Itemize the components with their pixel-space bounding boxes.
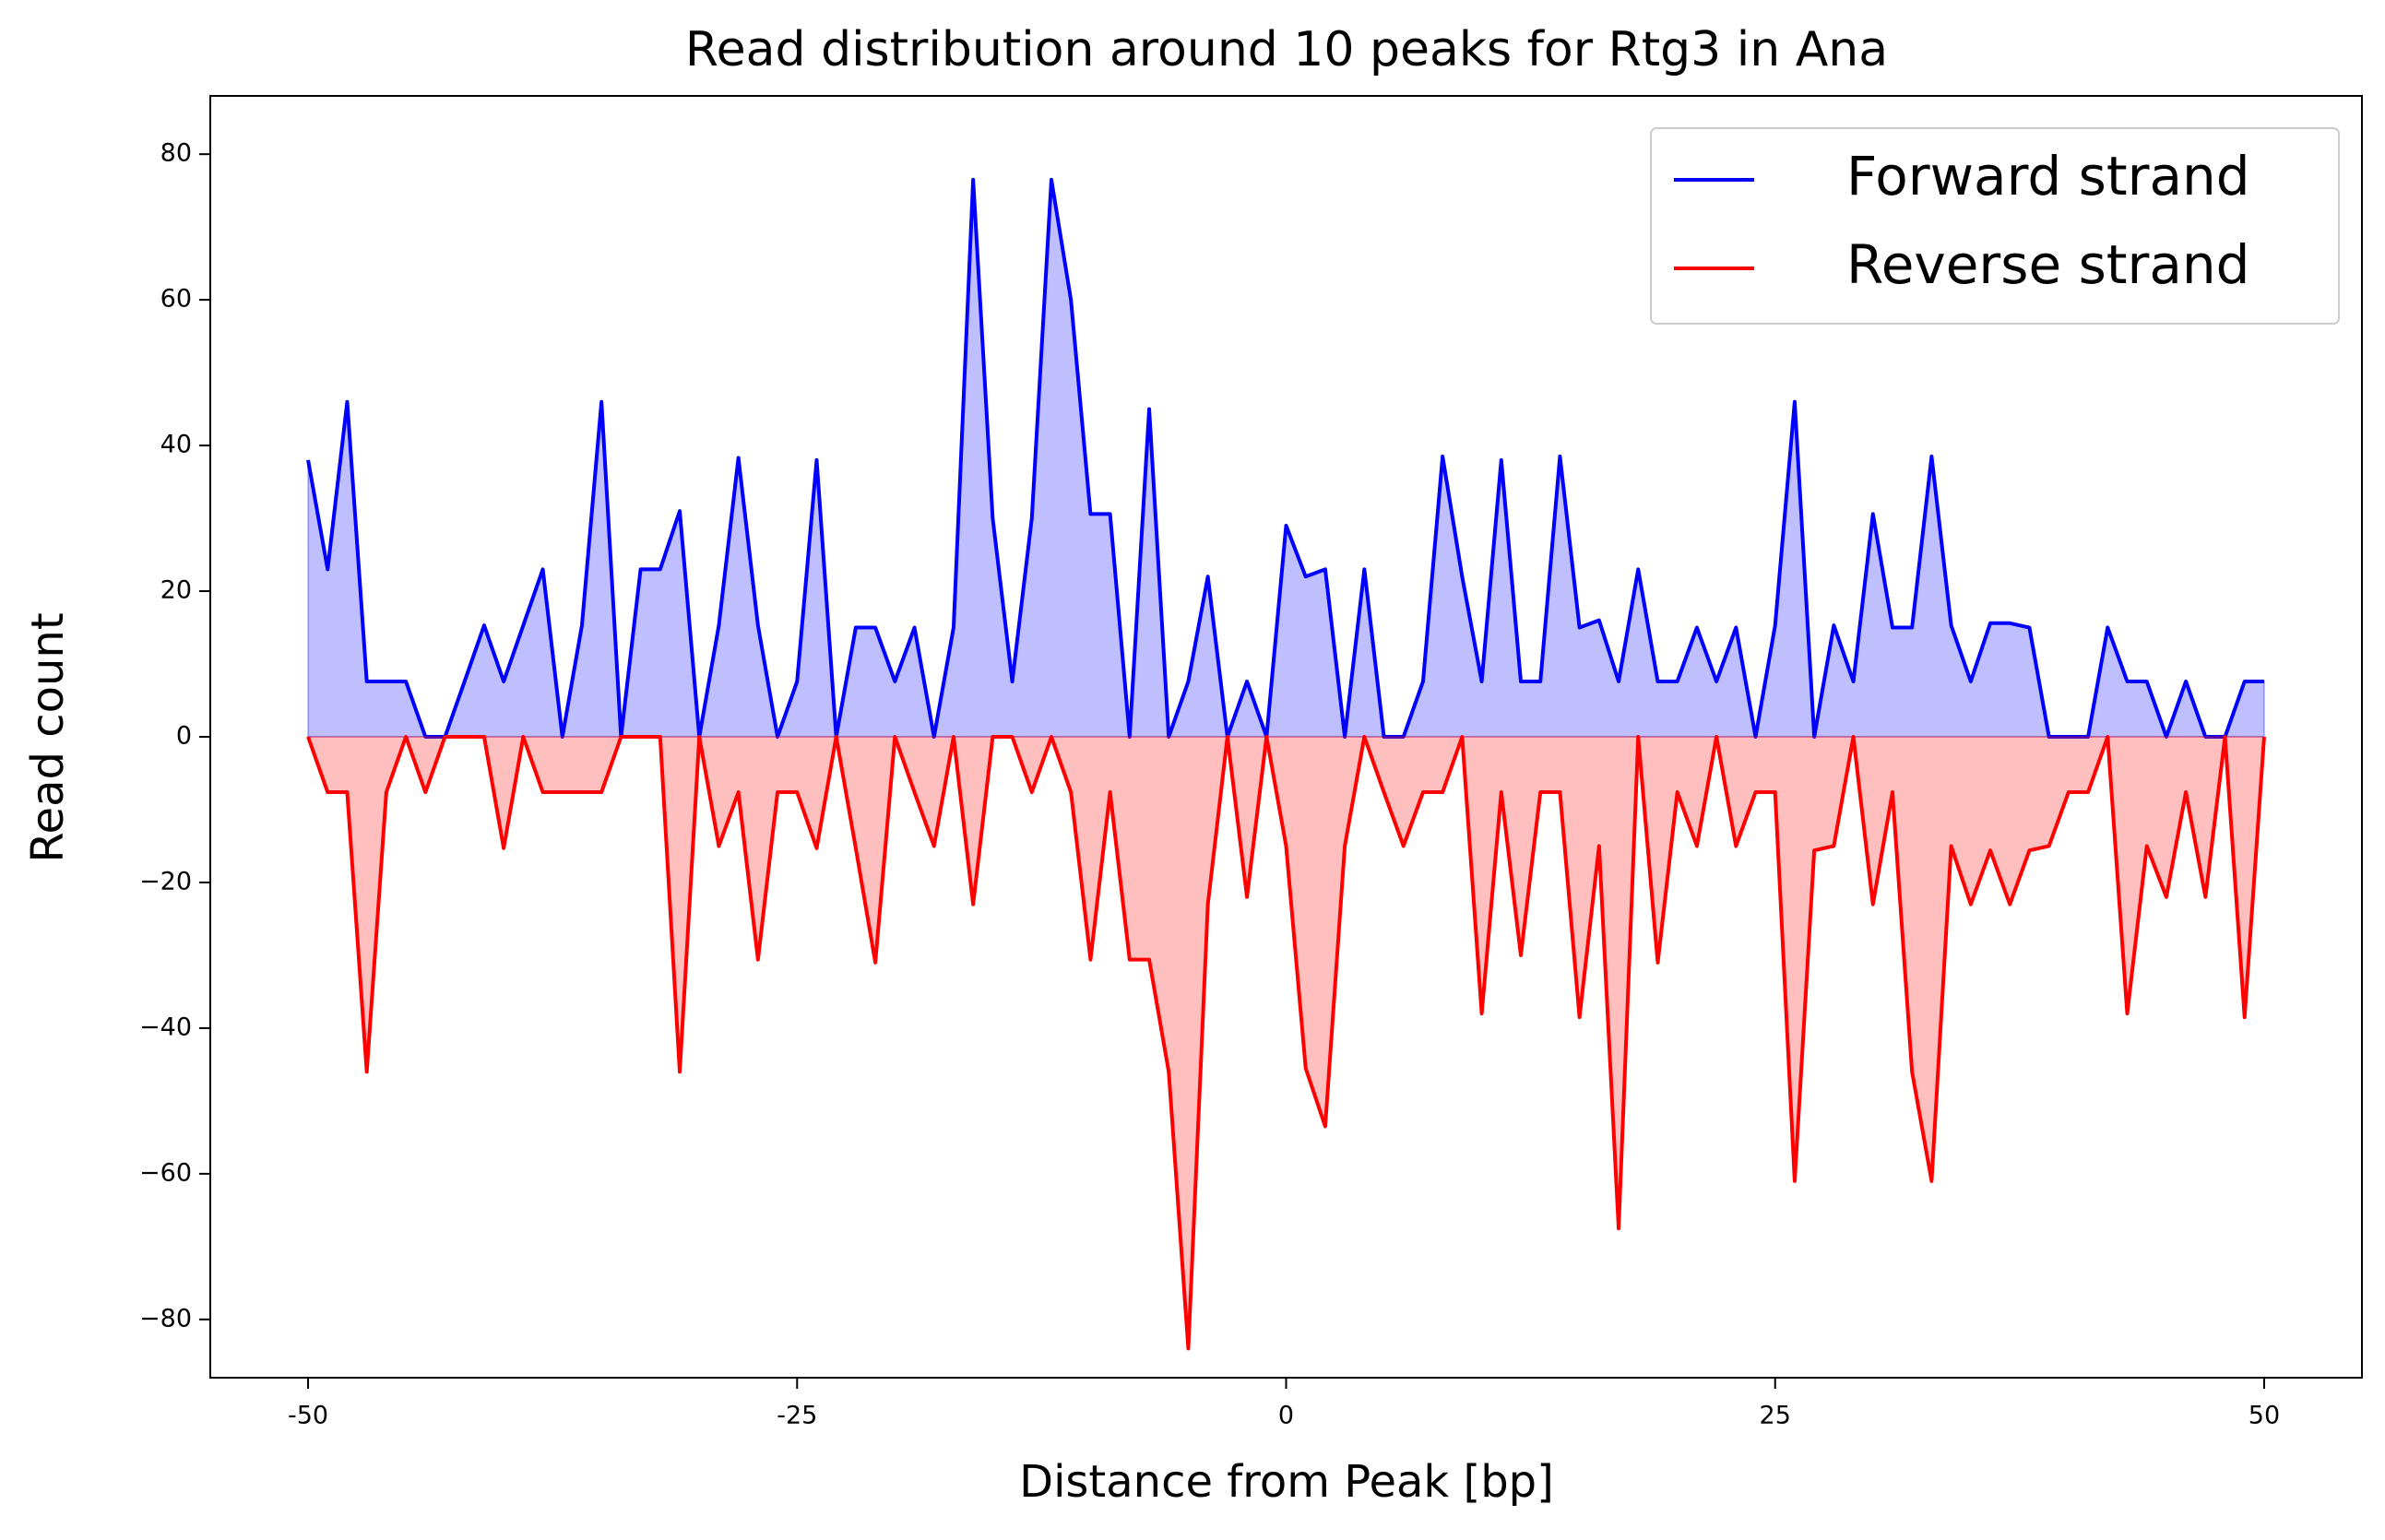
x-tick-label: 0 [1278, 1402, 1294, 1430]
y-axis-label: Read count [22, 612, 74, 862]
y-tick-label: 0 [176, 722, 192, 751]
y-tick-label: 80 [160, 139, 192, 168]
plot-frame [209, 95, 2363, 1379]
y-tick-label: 60 [160, 285, 192, 314]
line [306, 177, 2264, 739]
y-tick-label: 20 [160, 576, 192, 605]
chart-title: Read distribution around 10 peaks for Rt… [685, 22, 1888, 77]
x-axis-label: Distance from Peak [bp] [1019, 1456, 1554, 1508]
y-tick-label: −80 [139, 1304, 192, 1333]
y-tick-label: −40 [139, 1013, 192, 1041]
x-tick-label: -25 [777, 1402, 817, 1430]
legend-label: Forward strand [1846, 145, 2250, 207]
legend-label: Reverse strand [1846, 233, 2250, 296]
x-tick-label: 50 [2249, 1402, 2280, 1430]
line [306, 735, 2266, 1351]
x-tick-label: -50 [288, 1402, 328, 1430]
x-tick-label: 25 [1760, 1402, 1791, 1430]
y-tick-label: −20 [139, 867, 192, 895]
area [306, 733, 2266, 1349]
legend-box [1650, 127, 2340, 325]
y-tick-label: 40 [160, 431, 192, 459]
y-tick-label: −60 [139, 1158, 192, 1187]
